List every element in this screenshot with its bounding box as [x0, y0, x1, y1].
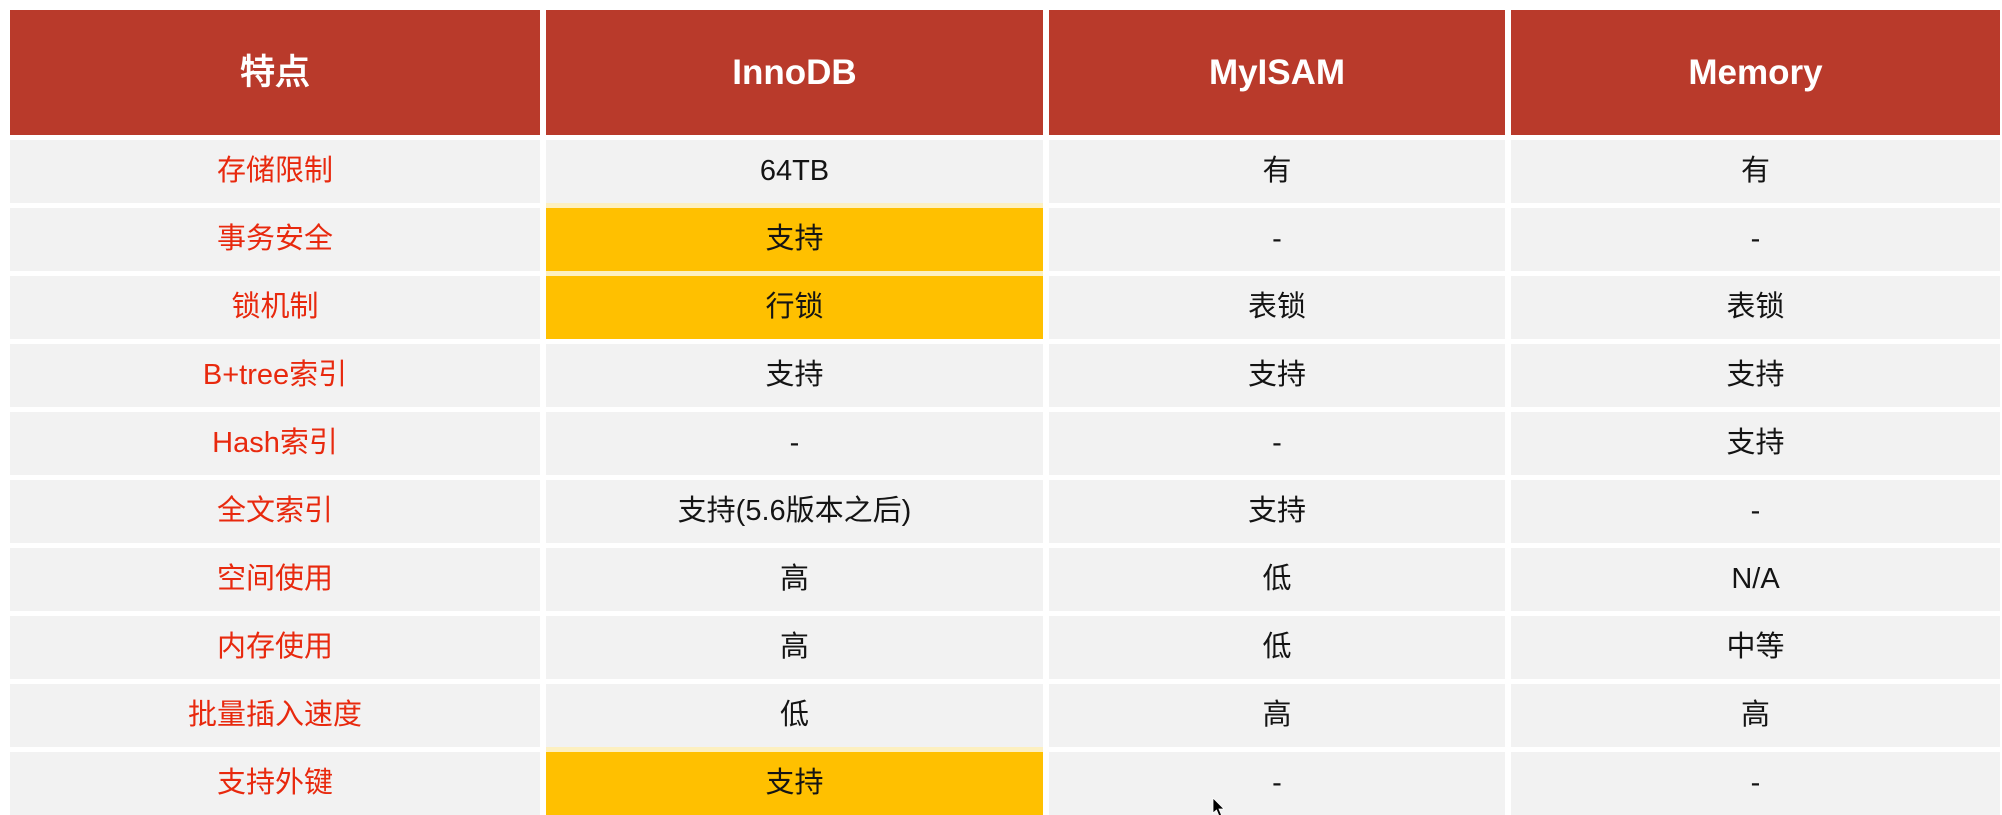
column-header: InnoDB [546, 10, 1043, 135]
table-cell: 高 [1511, 684, 2000, 747]
row-label: 内存使用 [10, 616, 540, 679]
table-cell: 支持 [1049, 344, 1505, 407]
row-label: 批量插入速度 [10, 684, 540, 747]
table-cell: 64TB [546, 140, 1043, 203]
table-cell: 支持(5.6版本之后) [546, 480, 1043, 543]
table-cell: 表锁 [1049, 276, 1505, 339]
table-cell: 支持 [546, 344, 1043, 407]
comparison-table: 特点 InnoDB MyISAM Memory 存储限制 64TB 有有事务安全 支持 - - 锁机… [10, 10, 2000, 815]
table-cell: 中等 [1511, 616, 2000, 679]
column-header: Memory [1511, 10, 2000, 135]
table-cell-highlighted: 支持 [546, 752, 1043, 815]
table-cell: - [1511, 480, 2000, 543]
table-cell: - [1049, 752, 1505, 815]
row-label: 支持外键 [10, 752, 540, 815]
table-cell: - [1511, 208, 2000, 271]
column-header: 特点 [10, 10, 540, 135]
table-cell: 有 [1511, 140, 2000, 203]
table-cell: N/A [1511, 548, 2000, 611]
table-cell: - [1049, 208, 1505, 271]
row-label: 空间使用 [10, 548, 540, 611]
row-label: Hash索引 [10, 412, 540, 475]
row-label: B+tree索引 [10, 344, 540, 407]
row-label: 存储限制 [10, 140, 540, 203]
table-cell: 低 [546, 684, 1043, 747]
table-cell: 表锁 [1511, 276, 2000, 339]
table-cell: 有 [1049, 140, 1505, 203]
row-label: 全文索引 [10, 480, 540, 543]
table-cell: 高 [546, 548, 1043, 611]
table-cell: - [546, 412, 1043, 475]
table-cell-highlighted: 支持 [546, 208, 1043, 271]
table-cell: 低 [1049, 616, 1505, 679]
column-header: MyISAM [1049, 10, 1505, 135]
table-cell: - [1049, 412, 1505, 475]
table-cell: 支持 [1511, 344, 2000, 407]
row-label: 事务安全 [10, 208, 540, 271]
table-cell: 高 [1049, 684, 1505, 747]
table-cell: 支持 [1049, 480, 1505, 543]
table-cell: 高 [546, 616, 1043, 679]
row-label: 锁机制 [10, 276, 540, 339]
table-cell: - [1511, 752, 2000, 815]
table-cell-highlighted: 行锁 [546, 276, 1043, 339]
table-cell: 支持 [1511, 412, 2000, 475]
table-cell: 低 [1049, 548, 1505, 611]
